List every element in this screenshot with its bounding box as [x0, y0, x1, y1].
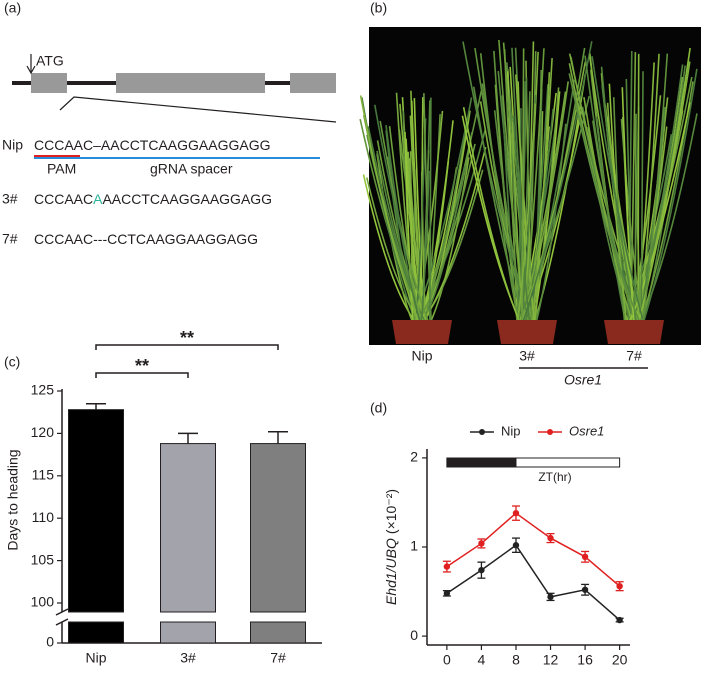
exon: [31, 73, 67, 93]
legend-label: Osre1: [569, 423, 604, 438]
bar-base: [161, 622, 216, 643]
y-tick-label: 1: [410, 538, 418, 554]
zoom-lines: [60, 97, 336, 122]
point: [582, 587, 588, 593]
point: [478, 567, 484, 573]
x-tick-label: 3#: [180, 650, 196, 666]
leaf: [638, 54, 639, 322]
pot: [392, 320, 452, 344]
row-name: 3#: [2, 191, 18, 207]
point: [513, 542, 519, 548]
bar: [161, 444, 216, 612]
point: [616, 583, 622, 589]
point: [547, 535, 553, 541]
x-tick-label: 0: [443, 652, 451, 668]
sequence-part: CCCAAC–AACCTCAAGGAAGGAGG: [34, 137, 271, 153]
light-period: [516, 458, 620, 467]
pot: [497, 320, 557, 344]
row-name: 7#: [2, 231, 18, 247]
y-tick-label: 110: [32, 509, 55, 525]
legend-marker: [479, 429, 485, 435]
photo-label: 7#: [626, 348, 642, 364]
photo-label: 3#: [519, 348, 535, 364]
bar: [69, 410, 124, 612]
legend-marker: [547, 429, 553, 435]
sequence: CCCAAC---CCTCAAGGAAGGAGG: [34, 231, 258, 247]
sequence-part: CCCAAC: [34, 191, 93, 207]
y-tick-label: 120: [31, 424, 55, 440]
point: [444, 563, 450, 569]
y-axis-title-unit: (×10⁻²): [383, 489, 399, 534]
spacer-label: gRNA spacer: [150, 161, 233, 177]
leaf: [430, 98, 431, 322]
panel-label: (d): [370, 400, 387, 416]
point: [513, 510, 519, 516]
x-tick-label: 16: [577, 652, 593, 668]
panel-label: (a): [4, 0, 21, 16]
point: [582, 554, 588, 560]
row-name: Nip: [2, 137, 23, 153]
sequence: CCCAACAAACCTCAAGGAAGGAGG: [34, 191, 272, 207]
bar: [251, 444, 306, 612]
significance-label: **: [180, 328, 194, 348]
y-tick-label: 125: [31, 382, 55, 398]
x-tick-label: 8: [512, 652, 520, 668]
panel-label: (b): [370, 0, 387, 16]
y-axis-title-gene: Ehd1/UBQ: [383, 538, 399, 605]
bar-base: [251, 622, 306, 643]
pot: [604, 320, 664, 344]
light-bar-label: ZT(hr): [538, 470, 571, 484]
start-codon: ATG: [36, 53, 64, 69]
y-tick-label: 0: [410, 627, 418, 643]
sequence: CCCAAC–AACCTCAAGGAAGGAGG: [34, 137, 271, 153]
x-tick-label: Nip: [85, 650, 106, 666]
significance-label: **: [135, 356, 149, 376]
y-axis-title: Days to heading: [5, 449, 21, 550]
y-tick-label: 115: [32, 467, 55, 483]
x-tick-label: 20: [612, 652, 628, 668]
y-axis-title: Ehd1/UBQ (×10⁻²): [383, 489, 399, 605]
y-tick-label: 105: [31, 551, 55, 567]
sequence-part: AACCTCAAGGAAGGAGG: [102, 191, 272, 207]
series-line: [447, 545, 620, 620]
exon: [116, 73, 265, 93]
dark-period: [447, 458, 516, 467]
x-tick-label: 4: [478, 652, 486, 668]
bar-base: [69, 622, 124, 643]
x-tick-label: 7#: [270, 650, 286, 666]
exon: [290, 73, 336, 93]
legend-label: Nip: [501, 423, 521, 438]
y-tick-label: 0: [46, 634, 54, 650]
point: [547, 594, 553, 600]
sequence-part: CCCAAC---CCTCAAGGAAGGAGG: [34, 231, 258, 247]
point: [444, 590, 450, 596]
point: [616, 617, 622, 623]
pam-label: PAM: [47, 161, 76, 177]
x-tick-label: 12: [543, 652, 559, 668]
group-label: Osre1: [564, 372, 602, 388]
point: [478, 540, 484, 546]
panel-label: (c): [4, 354, 20, 370]
y-tick-label: 100: [31, 594, 55, 610]
photo-label: Nip: [411, 348, 432, 364]
y-tick-label: 2: [410, 449, 418, 465]
